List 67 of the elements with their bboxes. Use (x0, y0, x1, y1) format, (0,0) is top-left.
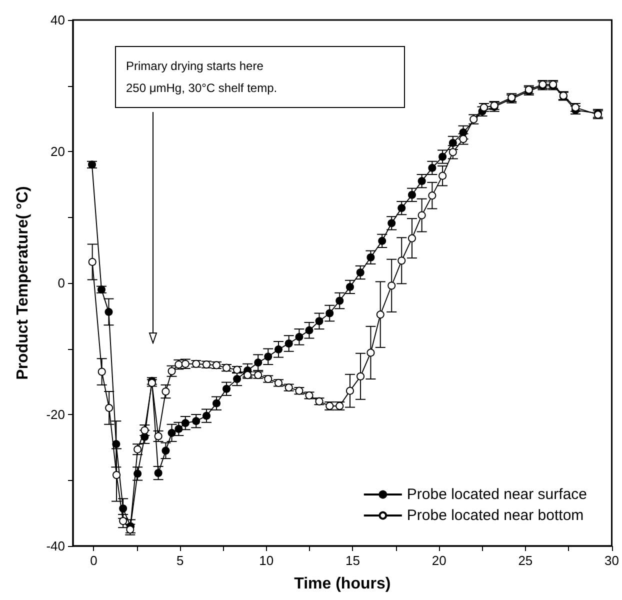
point (88, 160, 96, 169)
point (366, 253, 375, 262)
x-tick-label: 20 (432, 553, 446, 568)
y-tick-label: 0 (58, 276, 65, 290)
point (192, 417, 200, 426)
point (305, 326, 314, 334)
point (398, 256, 406, 265)
x-axis-title: Time (hours) (294, 576, 391, 592)
point (181, 419, 190, 428)
point (438, 152, 447, 161)
x-tick-label: 10 (259, 553, 274, 568)
y-tick-label: 20 (50, 144, 65, 159)
point (88, 258, 96, 266)
y-tick-label: 40 (50, 12, 65, 28)
point (98, 286, 106, 294)
point (264, 352, 272, 361)
point (162, 387, 170, 396)
y-tick-label: -40 (46, 538, 65, 554)
point (168, 428, 176, 437)
point (428, 192, 436, 200)
x-tick-label: 30 (604, 553, 620, 568)
point (274, 345, 282, 354)
point (366, 348, 375, 357)
y-axis-title: Product Temperature( °C) (14, 186, 32, 380)
point (346, 386, 354, 395)
point (134, 470, 142, 478)
point (254, 358, 262, 367)
point (140, 432, 149, 441)
point (112, 470, 121, 479)
point (202, 412, 210, 420)
point (356, 372, 365, 380)
point (295, 332, 304, 341)
point (154, 469, 162, 478)
x-tick-label: 5 (176, 553, 184, 568)
point (174, 424, 183, 433)
point (388, 219, 396, 228)
point (222, 384, 231, 393)
legend-label: Probe located near surface (406, 486, 588, 503)
point (408, 234, 416, 242)
point (212, 399, 220, 408)
point (418, 211, 426, 220)
point (315, 317, 324, 326)
legend-label: Probe located near bottom (406, 507, 584, 524)
point (388, 282, 396, 290)
point (418, 177, 426, 186)
point (112, 440, 120, 448)
point (428, 164, 436, 172)
point (284, 339, 293, 348)
point (378, 236, 386, 245)
point (336, 296, 344, 305)
y-tick-label: -20 (46, 407, 65, 422)
point (356, 268, 364, 276)
point (119, 504, 128, 513)
x-tick-label: 15 (346, 553, 360, 568)
point (105, 404, 114, 412)
point (326, 309, 334, 318)
note-box: Primary drying starts here 250 μmHg, 30°C shelf temp. (115, 46, 405, 108)
point (98, 368, 106, 376)
point (376, 310, 384, 319)
x-tick-label: 0 (90, 553, 98, 568)
point (104, 308, 113, 316)
point (398, 204, 406, 212)
point (162, 446, 170, 455)
point (438, 172, 447, 180)
point (408, 190, 416, 199)
point (346, 282, 354, 291)
x-tick-label: 25 (518, 553, 533, 568)
